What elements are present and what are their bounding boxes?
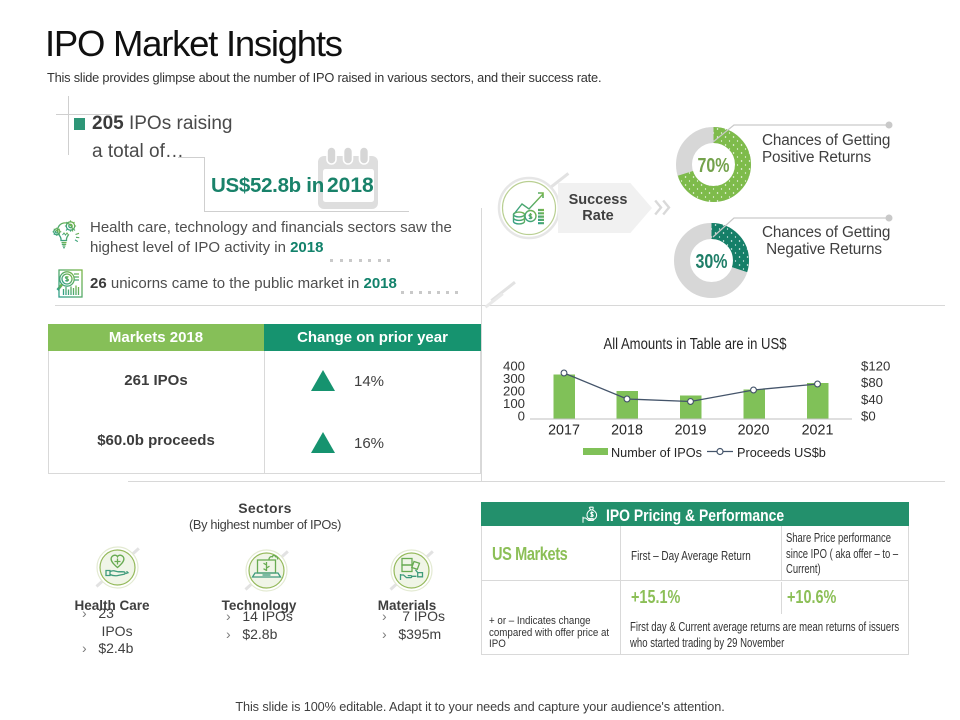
svg-text:2021: 2021 [802, 423, 834, 439]
svg-text:100: 100 [503, 396, 525, 411]
svg-text:300: 300 [503, 371, 525, 386]
svg-text:Proceeds US$b: Proceeds US$b [737, 446, 826, 460]
svg-text:All Amounts in Table are in US: All Amounts in Table are in US$ [604, 336, 787, 353]
svg-text:400: 400 [503, 359, 525, 374]
svg-text:200: 200 [503, 384, 525, 399]
svg-text:$80: $80 [861, 375, 883, 390]
svg-text:2018: 2018 [611, 423, 643, 439]
svg-text:$0: $0 [861, 409, 876, 424]
svg-text:0: 0 [518, 409, 525, 424]
svg-text:2020: 2020 [738, 423, 770, 439]
svg-text:2017: 2017 [548, 423, 580, 439]
svg-text:$120: $120 [861, 359, 890, 374]
svg-text:Number of IPOs: Number of IPOs [611, 446, 702, 460]
svg-text:2019: 2019 [675, 423, 707, 439]
svg-text:$40: $40 [861, 392, 883, 407]
